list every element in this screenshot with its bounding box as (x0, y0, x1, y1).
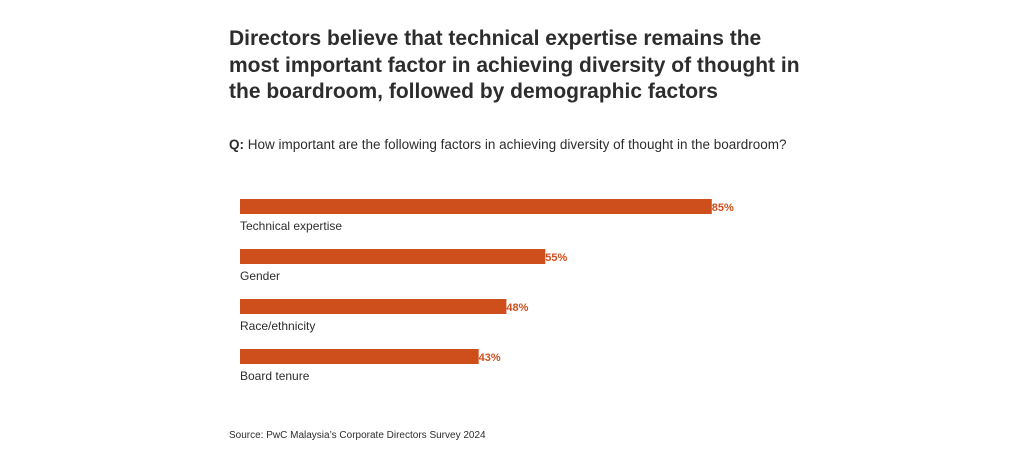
value-label: 48% (506, 302, 528, 314)
category-label: Board tenure (240, 369, 310, 383)
bar-gender (240, 249, 546, 264)
question-text: How important are the following factors … (244, 137, 787, 152)
value-label: 55% (545, 252, 567, 264)
value-label: 85% (712, 202, 734, 214)
survey-question: Q: How important are the following facto… (229, 136, 787, 154)
source-note: Source: PwC Malaysia’s Corporate Directo… (229, 430, 486, 441)
category-label: Race/ethnicity (240, 319, 315, 333)
bar-board-tenure (240, 349, 479, 364)
category-label: Gender (240, 269, 280, 283)
bar-technical-expertise (240, 199, 712, 214)
value-label: 43% (479, 352, 501, 364)
question-prefix: Q: (229, 137, 244, 152)
chart-title: Directors believe that technical experti… (229, 27, 800, 103)
category-label: Technical expertise (240, 219, 342, 233)
bar-race-ethnicity (240, 299, 507, 314)
